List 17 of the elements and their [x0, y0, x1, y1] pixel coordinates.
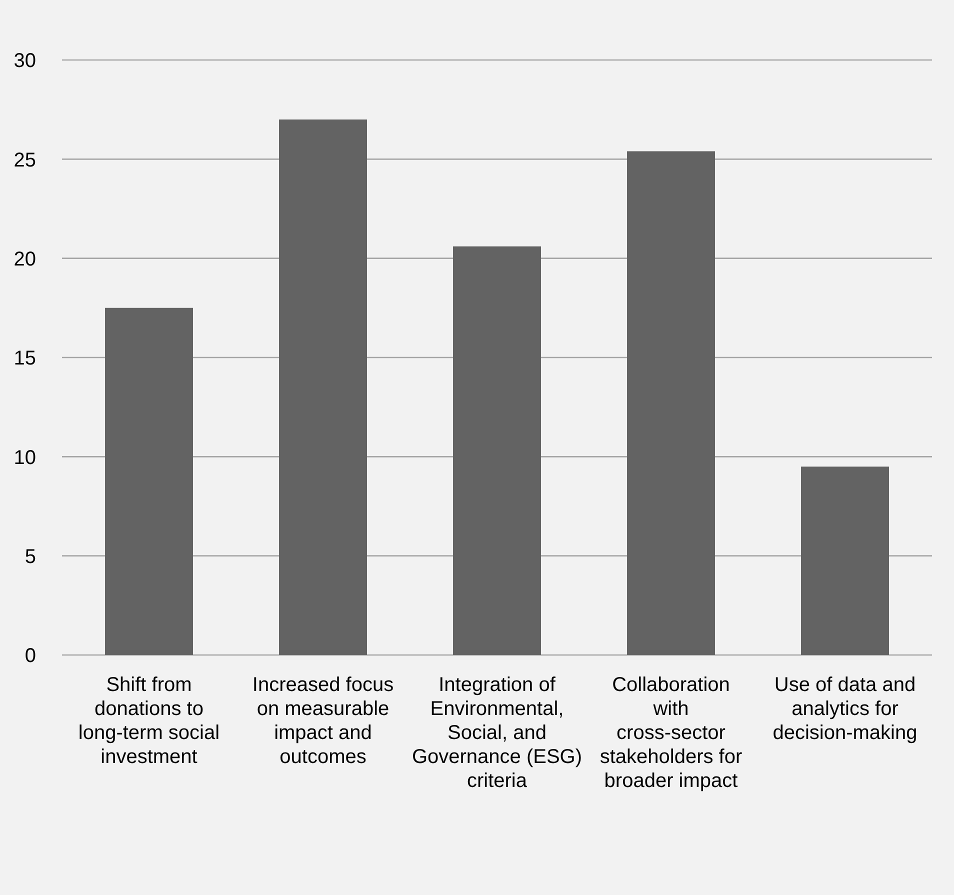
y-tick-label: 0 [24, 645, 36, 668]
x-tick-label: Shift from donations to long-term social investment [78, 674, 220, 768]
x-tick-label: Collaboration with cross-sector stakeholders for broader impact [600, 674, 742, 792]
y-tick-label: 5 [24, 546, 36, 568]
y-tick-label: 30 [14, 50, 36, 72]
y-tick-label: 20 [14, 248, 36, 270]
bar [105, 308, 193, 655]
bar [279, 120, 367, 655]
y-tick-label: 15 [14, 348, 36, 370]
x-tick-label: Integration of Environmental, Social, and Governance (ESG) criteria [412, 674, 582, 792]
y-tick-label: 10 [14, 446, 36, 469]
bar [453, 246, 541, 655]
y-tick-label: 25 [14, 149, 36, 172]
bar [627, 151, 715, 655]
x-tick-label: Use of data and analytics for decision-making [772, 674, 918, 744]
x-tick-label: Increased focus on measurable impact and outcomes [252, 674, 394, 768]
bar [801, 466, 889, 655]
